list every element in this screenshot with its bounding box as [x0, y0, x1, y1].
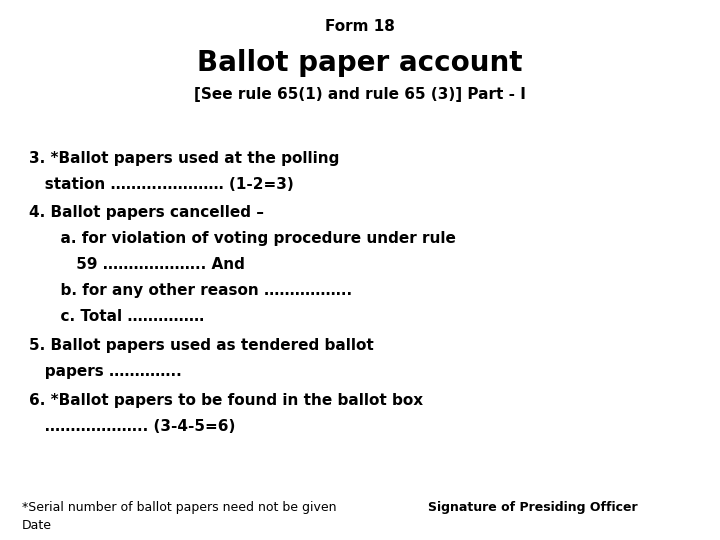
Text: 59 ……………….. And: 59 ……………….. And [29, 257, 245, 272]
Text: Date: Date [22, 519, 52, 532]
Text: Form 18: Form 18 [325, 19, 395, 34]
Text: 6. *Ballot papers to be found in the ballot box: 6. *Ballot papers to be found in the bal… [29, 393, 423, 408]
Text: 4. Ballot papers cancelled –: 4. Ballot papers cancelled – [29, 205, 264, 220]
Text: station ……….………… (1-2=3): station ……….………… (1-2=3) [29, 177, 294, 192]
Text: ……………….. (3-4-5=6): ……………….. (3-4-5=6) [29, 419, 235, 434]
Text: b. for any other reason ……………..: b. for any other reason …………….. [29, 283, 352, 298]
Text: *Serial number of ballot papers need not be given: *Serial number of ballot papers need not… [22, 501, 336, 514]
Text: c. Total ……………: c. Total …………… [29, 309, 204, 324]
Text: Ballot paper account: Ballot paper account [197, 49, 523, 77]
Text: papers …………..: papers ………….. [29, 364, 181, 379]
Text: 3. *Ballot papers used at the polling: 3. *Ballot papers used at the polling [29, 151, 339, 166]
Text: Signature of Presiding Officer: Signature of Presiding Officer [428, 501, 638, 514]
Text: [See rule 65(1) and rule 65 (3)] Part - I: [See rule 65(1) and rule 65 (3)] Part - … [194, 87, 526, 103]
Text: 5. Ballot papers used as tendered ballot: 5. Ballot papers used as tendered ballot [29, 338, 374, 353]
Text: a. for violation of voting procedure under rule: a. for violation of voting procedure und… [29, 231, 456, 246]
